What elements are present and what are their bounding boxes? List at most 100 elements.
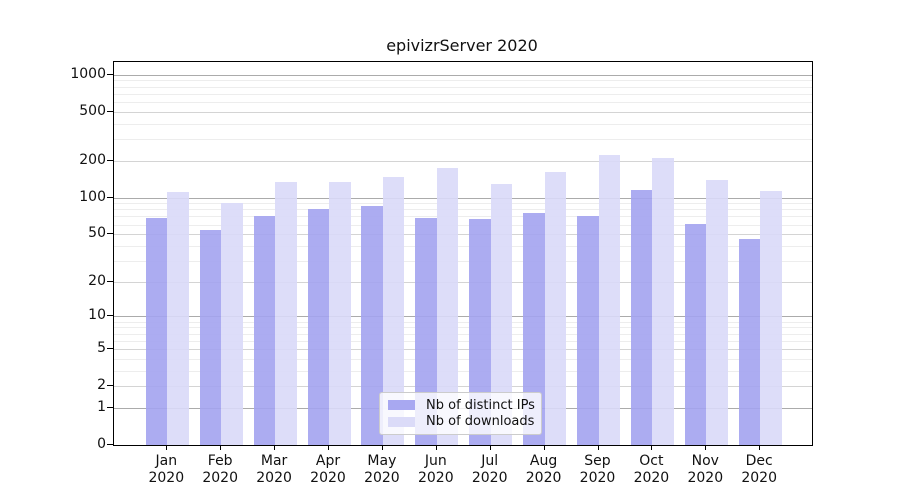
y-tick-mark <box>107 73 113 75</box>
bar-distinct-ips-jun <box>415 218 437 445</box>
x-tick-label: Dec 2020 <box>741 453 777 486</box>
x-tick-mark <box>166 445 168 450</box>
gridline-major <box>114 386 812 388</box>
gridline-minor <box>114 321 812 323</box>
legend-swatch-downloads-icon <box>388 416 415 427</box>
chart-title: epivizrServer 2020 <box>386 36 538 55</box>
gridline-minor <box>114 86 812 88</box>
gridline-minor <box>114 203 812 205</box>
y-tick-mark <box>107 280 113 282</box>
gridline-minor <box>114 358 812 360</box>
x-tick-label: May 2020 <box>364 453 400 486</box>
bar-downloads-mar <box>275 181 297 445</box>
bar-downloads-feb <box>221 203 243 445</box>
y-tick-label: 1 <box>97 398 106 415</box>
x-tick-mark <box>274 445 276 450</box>
legend: Nb of distinct IPs Nb of downloads <box>379 392 542 435</box>
y-tick-label: 5 <box>97 339 106 356</box>
gridline-major <box>114 234 812 236</box>
legend-item: Nb of downloads <box>388 414 535 430</box>
gridline-minor <box>114 333 812 335</box>
bar-downloads-nov <box>706 179 728 445</box>
x-tick-mark <box>759 445 761 450</box>
x-tick-label: Feb 2020 <box>202 453 238 486</box>
x-tick-label: Jul 2020 <box>471 453 508 486</box>
bar-downloads-jan <box>167 192 189 445</box>
x-tick-label: Oct 2020 <box>633 453 670 486</box>
gridline-minor <box>114 224 812 226</box>
x-tick-mark <box>543 445 545 450</box>
legend-item-label: Nb of distinct IPs <box>426 397 535 413</box>
y-tick-label: 500 <box>79 102 106 119</box>
bar-distinct-ips-sep <box>577 216 599 445</box>
gridline-minor <box>114 80 812 82</box>
y-tick-label: 20 <box>88 272 106 289</box>
plot-area <box>113 61 813 446</box>
gridline-minor <box>114 340 812 342</box>
bar-downloads-jun <box>436 167 459 445</box>
bar-distinct-ips-dec <box>738 238 761 445</box>
bar-distinct-ips-apr <box>307 209 329 445</box>
y-tick-label: 1000 <box>70 65 106 82</box>
gridline-minor <box>114 370 812 372</box>
gridline-minor <box>114 101 812 103</box>
y-tick-mark <box>107 196 113 198</box>
bar-distinct-ips-feb <box>199 230 222 445</box>
y-tick-label: 0 <box>97 436 106 452</box>
x-tick-label: Apr 2020 <box>310 453 346 486</box>
gridline-major <box>114 111 812 113</box>
y-tick-mark <box>107 315 113 317</box>
bar-downloads-aug <box>544 171 567 445</box>
x-tick-label: Aug 2020 <box>525 453 562 486</box>
x-tick-label: Jan 2020 <box>148 453 185 486</box>
x-tick-mark <box>435 445 437 450</box>
bar-distinct-ips-nov <box>684 223 707 445</box>
x-tick-mark <box>220 445 222 450</box>
gridline-minor <box>114 216 812 218</box>
gridline-major <box>114 348 812 350</box>
y-tick-mark <box>107 406 113 408</box>
gridline-major <box>114 197 812 199</box>
y-tick-label: 2 <box>97 377 106 394</box>
y-tick-label: 200 <box>79 151 106 168</box>
bar-downloads-dec <box>760 191 782 445</box>
gridline-minor <box>114 209 812 211</box>
y-tick-mark <box>107 385 113 387</box>
bar-distinct-ips-may <box>361 206 383 445</box>
bar-distinct-ips-mar <box>253 215 276 445</box>
gridline-minor <box>114 245 812 247</box>
x-tick-mark <box>651 445 653 450</box>
x-tick-label: Mar 2020 <box>256 453 292 486</box>
x-tick-mark <box>705 445 707 450</box>
x-tick-mark <box>381 445 383 450</box>
gridline-minor <box>114 327 812 329</box>
gridline-minor <box>114 123 812 125</box>
bar-distinct-ips-oct <box>630 190 653 445</box>
bar-distinct-ips-jul <box>469 218 491 445</box>
gridline-minor <box>114 139 812 141</box>
legend-swatch-distinct-ips-icon <box>388 400 415 411</box>
bar-downloads-apr <box>329 181 351 445</box>
gridline-major <box>114 160 812 162</box>
bar-distinct-ips-aug <box>523 212 545 445</box>
x-tick-label: Sep 2020 <box>579 453 616 486</box>
x-tick-label: Jun 2020 <box>417 453 454 486</box>
y-tick-mark <box>107 110 113 112</box>
legend-item-label: Nb of downloads <box>426 414 535 430</box>
bar-downloads-may <box>382 177 405 445</box>
x-tick-mark <box>597 445 599 450</box>
y-tick-label: 100 <box>79 188 106 205</box>
gridline-major <box>114 74 812 76</box>
legend-item: Nb of distinct IPs <box>388 397 535 413</box>
gridline-minor <box>114 93 812 95</box>
x-tick-mark <box>489 445 491 450</box>
gridline-major <box>114 281 812 283</box>
y-tick-mark <box>107 347 113 349</box>
y-tick-label: 10 <box>88 307 106 324</box>
y-tick-label: 50 <box>88 225 106 242</box>
y-tick-mark <box>107 444 113 445</box>
y-tick-mark <box>107 159 113 161</box>
bar-downloads-jul <box>490 184 513 445</box>
bar-downloads-oct <box>652 157 674 445</box>
